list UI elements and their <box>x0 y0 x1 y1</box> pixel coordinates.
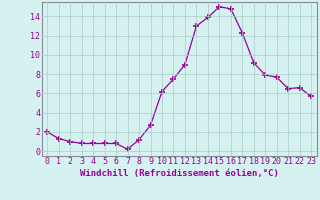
X-axis label: Windchill (Refroidissement éolien,°C): Windchill (Refroidissement éolien,°C) <box>80 169 279 178</box>
